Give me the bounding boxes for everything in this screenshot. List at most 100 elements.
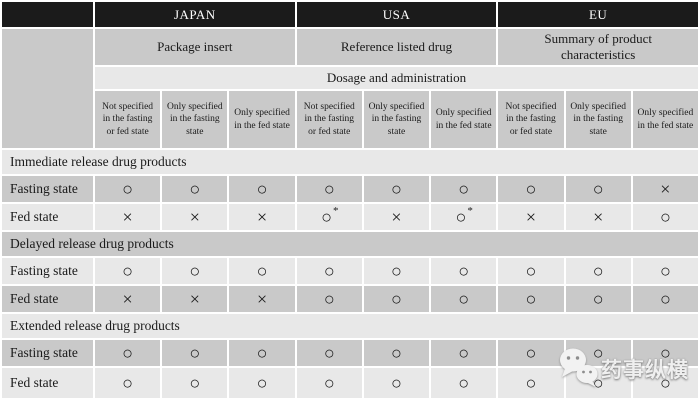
table-cell: ○ xyxy=(363,258,430,284)
table-cell: ○ xyxy=(162,258,228,284)
table-cell: ○ xyxy=(363,176,430,202)
status-symbol: × xyxy=(256,289,268,309)
table-cell: ○ xyxy=(632,286,698,312)
stub-cell xyxy=(2,29,93,148)
table-cell: ○ xyxy=(632,340,698,366)
status-symbol: ○ xyxy=(458,289,470,309)
table-cell: ○ xyxy=(498,176,564,202)
table-cell: ○ xyxy=(498,368,564,398)
table-cell: ○ xyxy=(363,368,430,398)
status-symbol: ○ xyxy=(391,343,402,363)
status-symbol: × xyxy=(525,207,537,227)
status-symbol: ○ xyxy=(321,207,332,227)
row-label-fasting: Fasting state xyxy=(2,340,93,366)
document-header-package-insert: Package insert xyxy=(95,29,295,65)
footnote-asterisk: * xyxy=(467,204,473,217)
table-cell: ○ xyxy=(431,286,497,312)
footnote-asterisk: * xyxy=(332,204,339,217)
table-cell: ○ xyxy=(95,368,161,398)
status-symbol: ○ xyxy=(323,343,335,363)
condition-header: Only specified in the fasting state xyxy=(565,91,631,148)
status-symbol: ○ xyxy=(189,343,201,363)
status-symbol: ○ xyxy=(323,179,335,199)
table-cell: × xyxy=(162,204,228,230)
table-cell: ○ xyxy=(95,258,161,284)
status-symbol: ○ xyxy=(592,373,604,393)
status-symbol: ○ xyxy=(391,373,402,393)
table-cell: ○ xyxy=(229,368,295,398)
status-symbol: ○ xyxy=(458,261,470,281)
status-symbol: ○ xyxy=(256,343,268,363)
status-symbol: ○ xyxy=(659,343,671,363)
table-cell: ○ xyxy=(162,368,228,398)
status-symbol: × xyxy=(189,289,200,309)
document-header-reference-listed-drug: Reference listed drug xyxy=(296,29,497,65)
table-cell: ○ xyxy=(632,368,698,398)
status-symbol: ○ xyxy=(458,373,470,393)
table-cell: ○ xyxy=(296,258,362,284)
status-symbol: ○ xyxy=(122,343,134,363)
table-cell: ○ xyxy=(565,176,631,202)
table-cell: ○ xyxy=(162,340,228,366)
condition-header: Only specified in the fed state xyxy=(632,91,698,148)
table-cell: ○ * xyxy=(296,204,362,230)
status-symbol: ○ xyxy=(458,179,470,199)
corner-cell xyxy=(2,2,93,27)
status-symbol: ○ xyxy=(256,373,268,393)
table-cell: ○ xyxy=(296,340,362,366)
table-cell: ○ xyxy=(498,286,564,312)
table-cell: ○ xyxy=(296,368,362,398)
table-cell: ○ * xyxy=(431,204,497,230)
table-cell: ○ xyxy=(431,258,497,284)
region-header-usa: USA xyxy=(296,2,497,27)
table-cell: × xyxy=(632,176,698,202)
row-label-fed: Fed state xyxy=(2,204,93,230)
table-cell: ○ xyxy=(565,286,631,312)
status-symbol: ○ xyxy=(592,343,604,363)
table-cell: × xyxy=(363,204,430,230)
table-cell: ○ xyxy=(162,176,228,202)
condition-header: Only specified in the fed state xyxy=(229,91,295,148)
region-header-eu: EU xyxy=(498,2,698,27)
table-cell: ○ xyxy=(229,258,295,284)
table-cell: × xyxy=(498,204,564,230)
table-cell: ○ xyxy=(95,176,161,202)
section-header-delayed-release: Delayed release drug products xyxy=(2,232,698,256)
status-symbol: × xyxy=(593,207,604,227)
status-symbol: ○ xyxy=(592,289,604,309)
status-symbol: ○ xyxy=(189,179,201,199)
status-symbol: ○ xyxy=(256,179,268,199)
status-symbol: ○ xyxy=(122,261,134,281)
status-symbol: ○ xyxy=(592,261,604,281)
table-cell: × xyxy=(565,204,631,230)
status-symbol: ○ xyxy=(122,179,134,199)
status-symbol: ○ xyxy=(256,261,268,281)
table-cell: ○ xyxy=(632,258,698,284)
section-header-immediate-release: Immediate release drug products xyxy=(2,150,698,174)
status-symbol: ○ xyxy=(525,343,537,363)
condition-header: Only specified in the fasting state xyxy=(363,91,430,148)
condition-header: Only specified in the fed state xyxy=(431,91,497,148)
status-symbol: × xyxy=(391,207,402,227)
status-symbol: ○ xyxy=(592,179,604,199)
row-label-fed: Fed state xyxy=(2,286,93,312)
status-symbol: ○ xyxy=(323,289,335,309)
status-symbol: ○ xyxy=(323,261,335,281)
status-symbol: ○ xyxy=(525,261,537,281)
table-cell: ○ xyxy=(498,340,564,366)
status-symbol: ○ xyxy=(525,289,537,309)
status-symbol: ○ xyxy=(659,207,671,227)
status-symbol: × xyxy=(256,207,268,227)
row-label-fasting: Fasting state xyxy=(2,258,93,284)
table-cell: ○ xyxy=(431,340,497,366)
status-symbol: × xyxy=(122,289,133,309)
status-symbol: ○ xyxy=(189,261,201,281)
status-symbol: ○ xyxy=(458,343,470,363)
condition-header: Not specified in the fasting or fed stat… xyxy=(95,91,161,148)
table-cell: ○ xyxy=(296,176,362,202)
status-symbol: ○ xyxy=(391,179,402,199)
status-symbol: ○ xyxy=(659,373,671,393)
table-cell: ○ xyxy=(431,176,497,202)
condition-header: Not specified in the fasting or fed stat… xyxy=(296,91,362,148)
